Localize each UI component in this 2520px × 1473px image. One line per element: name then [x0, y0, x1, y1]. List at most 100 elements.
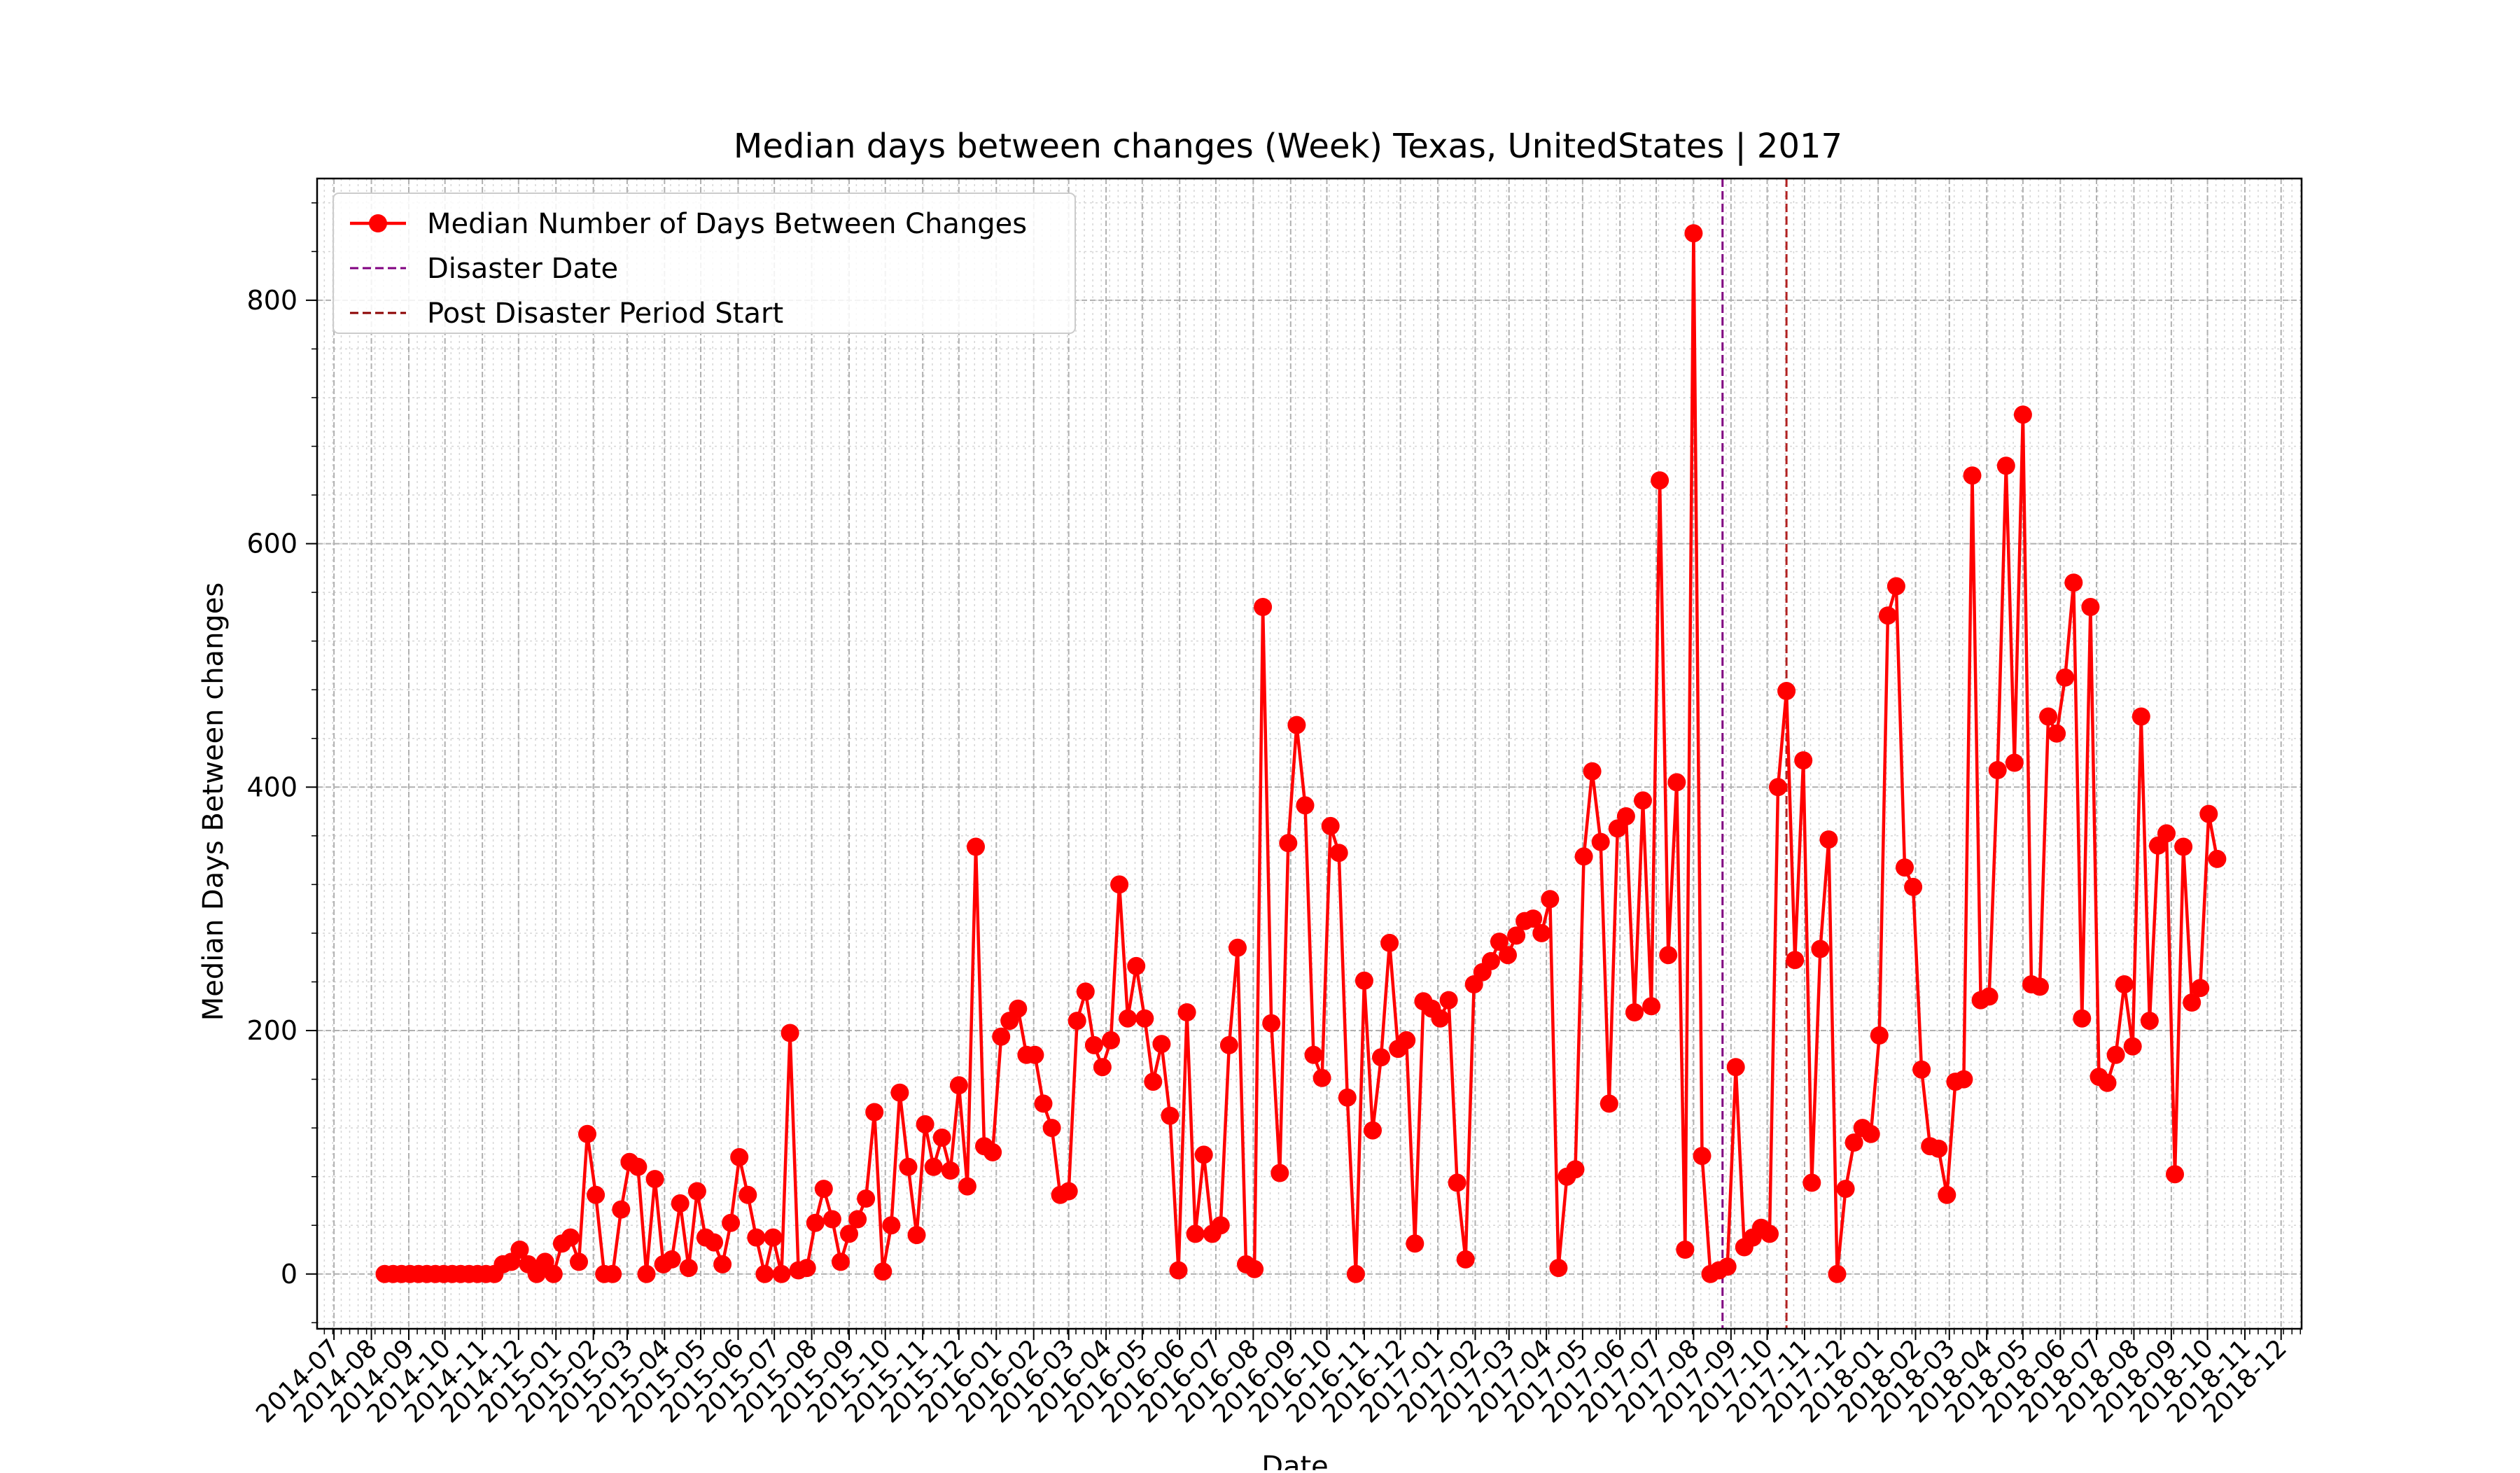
legend-box [332, 193, 1076, 334]
data-point [1583, 762, 1602, 781]
legend: Median Number of Days Between Changes Dis… [332, 193, 1076, 334]
data-point [1870, 1026, 1889, 1045]
data-point [1279, 834, 1298, 853]
data-point [1219, 1035, 1238, 1054]
data-point [1844, 1133, 1863, 1152]
data-point [2157, 824, 2176, 843]
data-point [1254, 598, 1273, 616]
data-point [1093, 1058, 1112, 1077]
data-point [874, 1262, 892, 1281]
data-point [865, 1103, 884, 1122]
data-point [1194, 1145, 1213, 1164]
data-point [544, 1264, 563, 1283]
data-point [1110, 875, 1129, 894]
minor-grid [317, 179, 2302, 1329]
data-point [510, 1241, 529, 1259]
data-point [1760, 1224, 1779, 1243]
data-point [2081, 598, 2100, 616]
data-point [2098, 1073, 2117, 1092]
major-grid [317, 179, 2302, 1329]
data-point [1811, 940, 1830, 958]
x-axis-label: Date [1261, 1451, 1329, 1470]
data-point [1042, 1119, 1061, 1138]
data-point [890, 1083, 909, 1102]
data-point [899, 1157, 918, 1176]
data-point [1228, 938, 1247, 957]
data-point [1828, 1264, 1847, 1283]
data-point [941, 1161, 960, 1180]
data-point [561, 1228, 580, 1247]
data-point [932, 1129, 951, 1147]
data-point [1676, 1241, 1695, 1259]
data-point [1076, 982, 1095, 1001]
data-point [1532, 923, 1551, 942]
data-point [797, 1259, 816, 1278]
data-point [1481, 951, 1500, 970]
data-point [1490, 933, 1508, 951]
y-tick-label: 800 [246, 285, 298, 316]
data-point [2064, 573, 2083, 592]
data-point [1566, 1160, 1585, 1179]
data-point [1591, 832, 1610, 851]
data-point [772, 1264, 791, 1283]
data-point [1938, 1185, 1956, 1204]
data-point [857, 1189, 876, 1208]
data-point [1625, 1003, 1644, 1021]
data-point [1642, 997, 1661, 1016]
data-point [1262, 1014, 1281, 1033]
data-point [958, 1177, 976, 1196]
data-point [840, 1224, 858, 1243]
data-point [1794, 751, 1813, 770]
data-point [2199, 804, 2218, 823]
data-point [822, 1210, 841, 1229]
data-point [1346, 1264, 1365, 1283]
data-point [1406, 1234, 1424, 1253]
data-point [713, 1255, 732, 1273]
data-point [1507, 926, 1526, 945]
series-layer [375, 224, 2227, 1283]
data-point [1245, 1259, 1264, 1278]
data-point [1161, 1106, 1180, 1125]
data-point [1896, 858, 1914, 877]
data-point [2132, 707, 2150, 726]
data-point [1296, 796, 1315, 815]
data-point [1549, 1259, 1568, 1278]
data-point [2039, 707, 2058, 726]
data-point [1886, 577, 1905, 596]
data-point [570, 1252, 588, 1271]
data-point [2174, 837, 2193, 856]
y-tick-label: 0 [281, 1259, 298, 1290]
data-point [1634, 791, 1652, 810]
legend-label: Median Number of Days Between Changes [427, 208, 1027, 240]
data-point [1684, 224, 1703, 243]
data-point [1996, 456, 2015, 475]
y-tick-label: 200 [246, 1015, 298, 1046]
data-point [2115, 975, 2134, 993]
data-point [992, 1027, 1011, 1046]
data-point [907, 1226, 926, 1245]
data-point [645, 1170, 664, 1189]
data-point [1372, 1048, 1390, 1067]
data-point [1287, 715, 1306, 734]
data-point [1135, 1009, 1154, 1028]
data-point [1904, 877, 1923, 896]
data-point [983, 1143, 1002, 1161]
data-point [1448, 1173, 1466, 1192]
data-point [1524, 909, 1543, 928]
chart-title: Median days between changes (Week) Texas… [734, 127, 1842, 166]
data-point [1693, 1147, 1712, 1166]
y-tick-label: 600 [246, 529, 298, 559]
data-point [1034, 1094, 1053, 1113]
data-point [1329, 844, 1348, 863]
data-point [1574, 847, 1593, 866]
data-point [738, 1185, 757, 1204]
data-point [764, 1228, 783, 1247]
data-point [814, 1180, 833, 1199]
data-point [1769, 778, 1787, 797]
data-point [1456, 1250, 1475, 1269]
data-point [662, 1250, 681, 1269]
data-point [1878, 606, 1897, 625]
data-point [832, 1252, 850, 1271]
data-point [2166, 1165, 2184, 1184]
data-point [848, 1210, 867, 1229]
